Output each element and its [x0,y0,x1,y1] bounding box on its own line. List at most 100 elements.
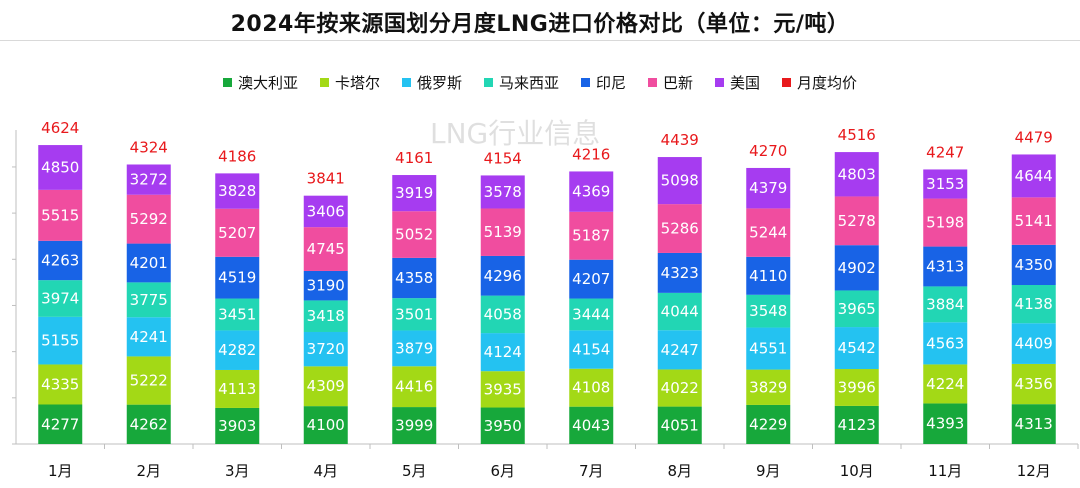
segment-value-label: 4154 [572,341,610,359]
legend-label: 印尼 [596,74,627,92]
segment-value-label: 4108 [572,379,610,397]
segment-value-label: 4247 [661,341,699,359]
segment-value-label: 3996 [838,378,876,396]
bar-segment [1011,154,1056,198]
segment-value-label: 4644 [1015,167,1053,185]
bar-segment [746,369,791,405]
bar-segment [480,175,525,209]
legend-item: 澳大利亚 [222,72,298,93]
segment-value-label: 4563 [926,334,964,352]
segment-value-label: 4241 [130,328,168,346]
bar-segment [392,330,437,367]
segment-value-label: 3965 [838,300,876,318]
bar-segment [657,204,702,253]
bar-segment [746,167,791,209]
legend-swatch [222,78,232,87]
bar-segment [215,208,260,257]
segment-value-label: 4313 [1015,415,1053,433]
x-tick-label: 6月 [490,462,515,480]
segment-value-label: 4282 [218,341,256,359]
bar-segment [215,173,260,209]
bar-segment [569,406,614,444]
bar-segment [392,407,437,444]
bar-segment [923,403,968,444]
bar-segment [657,292,702,331]
title-divider [0,40,1080,41]
segment-value-label: 3418 [307,307,345,325]
bar-segment [746,294,791,328]
segment-value-label: 4113 [218,380,256,398]
bar-segment [923,286,968,323]
segment-value-label: 4044 [661,303,699,321]
segment-value-label: 3720 [307,340,345,358]
bar-segment [126,164,171,195]
segment-value-label: 4369 [572,183,610,201]
legend-swatch [782,78,792,87]
bar-segment [569,330,614,369]
bar-segment [834,405,879,444]
legend-swatch [483,78,493,87]
segment-value-label: 4207 [572,270,610,288]
segment-value-label: 4229 [749,415,787,433]
legend-label: 澳大利亚 [237,74,298,92]
bar-segment [657,369,702,407]
bar-segment [569,211,614,260]
average-price-label: 4624 [41,119,79,137]
segment-value-label: 4263 [41,251,79,269]
average-price-label: 3841 [307,170,345,188]
bar-segment [38,404,83,444]
legend-label: 巴新 [663,74,694,92]
x-tick-label: 5月 [402,462,427,480]
segment-value-label: 3879 [395,339,433,357]
bar-segment [746,327,791,370]
segment-value-label: 3935 [484,380,522,398]
segment-value-label: 4058 [484,305,522,323]
average-price-label: 4270 [749,142,787,160]
bar-segment [657,330,702,370]
segment-value-label: 5286 [661,220,699,238]
average-price-label: 4154 [484,149,522,167]
bar-segment [215,330,260,370]
bar-segment [126,194,171,244]
bar-segment [215,256,260,299]
bar-segment [303,195,348,228]
segment-value-label: 3884 [926,295,964,313]
x-tick-label: 7月 [579,462,604,480]
bar-segment [126,317,171,357]
legend-item: 卡塔尔 [319,72,380,93]
x-tick-label: 11月 [928,462,962,480]
bar-segment [126,356,171,405]
segment-value-label: 5222 [130,372,168,390]
legend-item: 美国 [715,72,760,93]
bar-segment [923,198,968,247]
segment-value-label: 4110 [749,267,787,285]
segment-value-label: 4262 [130,415,168,433]
bar-segment [569,171,614,212]
bar-segment [746,256,791,295]
average-price-label: 4479 [1015,128,1053,146]
bar-segment [215,298,260,331]
segment-value-label: 5278 [838,212,876,230]
bar-segment [303,270,348,301]
bar-segment [834,196,879,246]
x-tick-label: 1月 [48,462,73,480]
legend-swatch [319,78,329,87]
bar-segment [1011,363,1056,405]
segment-value-label: 3828 [218,182,256,200]
bar-segment [746,404,791,444]
legend-item: 俄罗斯 [401,72,462,93]
bar-segment [126,282,171,318]
segment-value-label: 4309 [307,377,345,395]
bar-segment [303,366,348,407]
bar-segment [657,252,702,293]
segment-value-label: 4051 [661,416,699,434]
legend-label: 卡塔尔 [334,74,380,92]
segment-value-label: 4124 [484,343,522,361]
bar-segment [569,368,614,407]
segment-value-label: 3950 [484,417,522,435]
segment-value-label: 3775 [130,291,168,309]
segment-value-label: 5292 [130,210,168,228]
bar-segment [303,300,348,332]
legend-label: 马来西亚 [498,74,559,92]
legend-swatch [648,78,658,87]
